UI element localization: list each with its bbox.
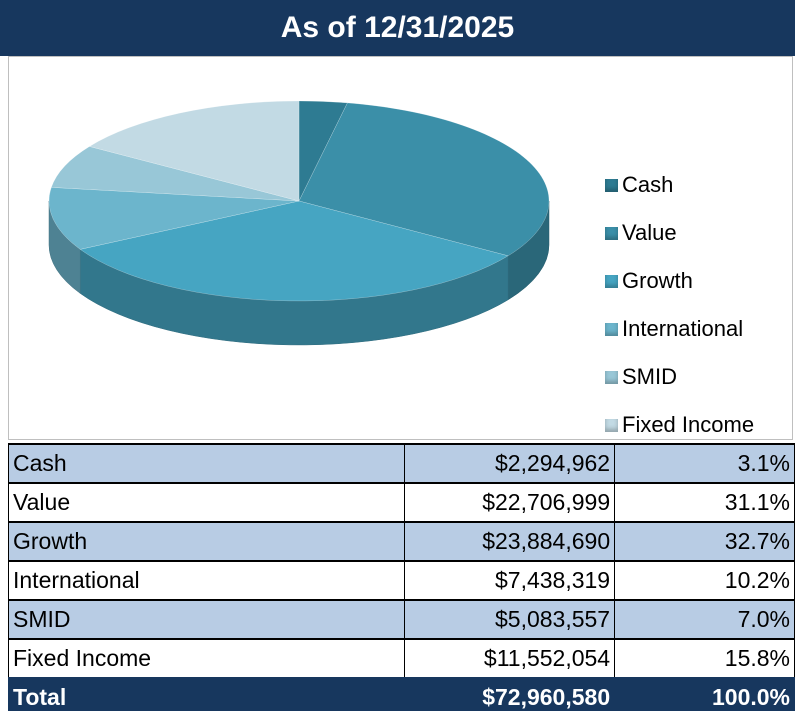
table-cell: Cash: [8, 443, 405, 484]
pie-slice: [298, 102, 550, 257]
table-row: International $7,438,319 10.2%: [8, 560, 795, 601]
legend-item: Fixed Income: [605, 412, 755, 437]
table-cell: $23,884,690: [403, 521, 616, 562]
table-cell: International: [8, 560, 405, 601]
table-cell: 10.2%: [614, 560, 795, 601]
legend-item: Value: [605, 220, 677, 245]
table-cell: $2,294,962: [403, 443, 616, 484]
pie-chart: [48, 100, 550, 346]
legend-label: Fixed Income: [622, 412, 755, 437]
table-cell: 15.8%: [614, 638, 795, 679]
table-row: Total $72,960,580 100.0%: [8, 677, 795, 711]
legend-label: Value: [622, 220, 677, 245]
table-row: SMID $5,083,557 7.0%: [8, 599, 795, 640]
legend-label: SMID: [622, 364, 677, 389]
table-row: Growth $23,884,690 32.7%: [8, 521, 795, 562]
table-cell: 32.7%: [614, 521, 795, 562]
chart-area: Cash Value Growth International SMID Fixed In…: [8, 56, 793, 440]
legend-swatch: [605, 274, 618, 288]
chart-title: As of 12/31/2025: [0, 0, 795, 56]
table-cell: $72,960,580: [403, 677, 616, 711]
table-cell: Fixed Income: [8, 638, 405, 679]
table-row: Fixed Income $11,552,054 15.8%: [8, 638, 795, 679]
legend-swatch: [605, 370, 618, 384]
table-cell: Total: [8, 677, 405, 711]
legend-label: Growth: [622, 268, 693, 293]
table-cell: 3.1%: [614, 443, 795, 484]
legend-swatch: [605, 418, 618, 432]
legend-item: Cash: [605, 172, 674, 197]
table-row: Cash $2,294,962 3.1%: [8, 443, 795, 484]
table-row: Value $22,706,999 31.1%: [8, 482, 795, 523]
legend-swatch: [605, 226, 618, 240]
pie-slice: [79, 200, 509, 302]
legend-swatch: [605, 322, 618, 336]
table-cell: $11,552,054: [403, 638, 616, 679]
legend-item: International: [605, 316, 744, 341]
table-cell: $5,083,557: [403, 599, 616, 640]
legend-item: SMID: [605, 364, 677, 389]
table-cell: 31.1%: [614, 482, 795, 523]
pie-slice: [88, 100, 300, 202]
holdings-table: Cash $2,294,962 3.1% Value $22,706,999 31.1% G…: [8, 443, 795, 711]
legend-item: Growth: [605, 268, 693, 293]
legend-swatch: [605, 178, 618, 192]
table-cell: Growth: [8, 521, 405, 562]
legend-label: Cash: [622, 172, 674, 197]
table-cell: $22,706,999: [403, 482, 616, 523]
table-cell: SMID: [8, 599, 405, 640]
table-cell: Value: [8, 482, 405, 523]
table-cell: 100.0%: [614, 677, 795, 711]
table-cell: $7,438,319: [403, 560, 616, 601]
pie-slice: [48, 187, 300, 250]
legend-label: International: [622, 316, 744, 341]
table-cell: 7.0%: [614, 599, 795, 640]
pie-slice: [51, 146, 300, 202]
